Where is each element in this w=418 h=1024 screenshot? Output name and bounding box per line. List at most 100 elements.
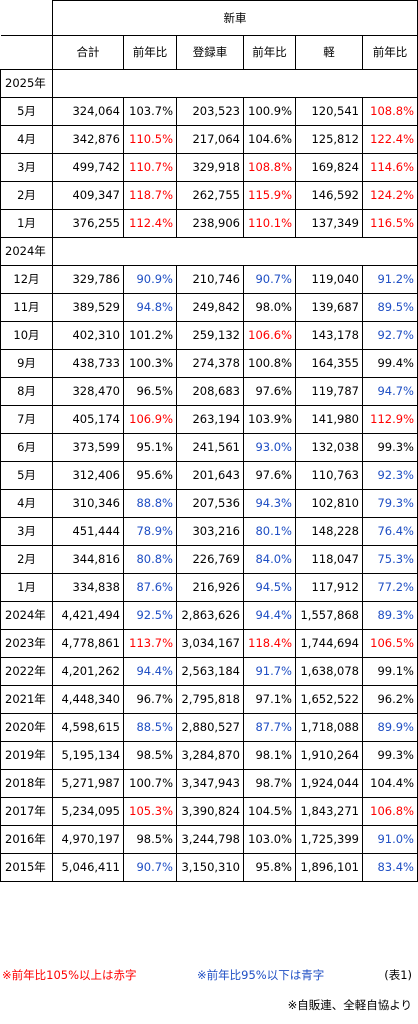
kei-value: 1,557,868 <box>295 601 363 630</box>
total-value: 4,421,494 <box>52 601 124 630</box>
kei-value: 1,744,694 <box>295 629 363 658</box>
kei-yoy: 77.2% <box>362 573 418 602</box>
col-header-registered: 登録車 <box>176 35 244 70</box>
registered-value: 274,378 <box>176 349 244 378</box>
total-yoy: 118.7% <box>123 181 177 210</box>
registered-yoy: 90.7% <box>243 265 296 294</box>
kei-value: 169,824 <box>295 153 363 182</box>
total-yoy: 80.8% <box>123 545 177 574</box>
registered-value: 207,536 <box>176 489 244 518</box>
table-row: 12月 329,786 90.9% 210,746 90.7% 119,040 91.2% <box>0 265 418 294</box>
table-row: 2020年 4,598,615 88.5% 2,880,527 87.7% 1,718,0… <box>0 713 418 742</box>
row-label: 3月 <box>0 153 53 182</box>
kei-yoy: 99.1% <box>362 657 418 686</box>
total-value: 409,347 <box>52 181 124 210</box>
table-row: 1月 334,838 87.6% 216,926 94.5% 117,912 77.2% <box>0 573 418 602</box>
total-value: 438,733 <box>52 349 124 378</box>
table-row: 2018年 5,271,987 100.7% 3,347,943 98.7% 1,924,… <box>0 769 418 798</box>
col-header-total: 合計 <box>52 35 124 70</box>
row-label: 5月 <box>0 97 53 126</box>
registered-yoy: 98.7% <box>243 769 296 798</box>
registered-value: 259,132 <box>176 321 244 350</box>
registered-value: 263,194 <box>176 405 244 434</box>
registered-yoy: 97.6% <box>243 377 296 406</box>
registered-value: 3,390,824 <box>176 797 244 826</box>
total-yoy: 87.6% <box>123 573 177 602</box>
table-row: 2019年 5,195,134 98.5% 3,284,870 98.1% 1,910,2… <box>0 741 418 770</box>
kei-yoy: 106.5% <box>362 629 418 658</box>
registered-value: 3,284,870 <box>176 741 244 770</box>
registered-yoy: 80.1% <box>243 517 296 546</box>
total-yoy: 94.4% <box>123 657 177 686</box>
total-value: 344,816 <box>52 545 124 574</box>
table-row: 2017年 5,234,095 105.3% 3,390,824 104.5% 1,843… <box>0 797 418 826</box>
kei-value: 143,178 <box>295 321 363 350</box>
registered-yoy: 91.7% <box>243 657 296 686</box>
row-label: 11月 <box>0 293 53 322</box>
registered-value: 217,064 <box>176 125 244 154</box>
kei-value: 1,652,522 <box>295 685 363 714</box>
registered-yoy: 100.8% <box>243 349 296 378</box>
kei-value: 102,810 <box>295 489 363 518</box>
registered-value: 238,906 <box>176 209 244 238</box>
total-yoy: 78.9% <box>123 517 177 546</box>
total-yoy: 106.9% <box>123 405 177 434</box>
kei-yoy: 114.6% <box>362 153 418 182</box>
row-label: 8月 <box>0 377 53 406</box>
kei-value: 141,980 <box>295 405 363 434</box>
total-value: 310,346 <box>52 489 124 518</box>
legend-red-note: ※前年比105%以上は赤字 <box>2 968 137 982</box>
registered-value: 241,561 <box>176 433 244 462</box>
kei-yoy: 104.4% <box>362 769 418 798</box>
row-label: 2018年 <box>0 769 53 798</box>
kei-value: 125,812 <box>295 125 363 154</box>
kei-yoy: 92.7% <box>362 321 418 350</box>
registered-value: 226,769 <box>176 545 244 574</box>
table-row: 2015年 5,046,411 90.7% 3,150,310 95.8% 1,896,1… <box>0 853 418 882</box>
total-value: 373,599 <box>52 433 124 462</box>
row-label: 3月 <box>0 517 53 546</box>
registered-yoy: 103.0% <box>243 825 296 854</box>
kei-value: 118,047 <box>295 545 363 574</box>
registered-yoy: 93.0% <box>243 433 296 462</box>
table-row: 2024年 4,421,494 92.5% 2,863,626 94.4% 1,557,8… <box>0 601 418 630</box>
kei-yoy: 89.3% <box>362 601 418 630</box>
total-value: 4,201,262 <box>52 657 124 686</box>
registered-yoy: 94.4% <box>243 601 296 630</box>
row-label: 4月 <box>0 489 53 518</box>
total-yoy: 110.7% <box>123 153 177 182</box>
total-yoy: 113.7% <box>123 629 177 658</box>
registered-value: 208,683 <box>176 377 244 406</box>
total-value: 4,778,861 <box>52 629 124 658</box>
row-label: 2019年 <box>0 741 53 770</box>
kei-yoy: 75.3% <box>362 545 418 574</box>
kei-yoy: 89.9% <box>362 713 418 742</box>
registered-yoy: 97.6% <box>243 461 296 490</box>
kei-value: 1,638,078 <box>295 657 363 686</box>
total-yoy: 88.5% <box>123 713 177 742</box>
total-yoy: 88.8% <box>123 489 177 518</box>
kei-yoy: 83.4% <box>362 853 418 882</box>
kei-yoy: 91.0% <box>362 825 418 854</box>
total-value: 389,529 <box>52 293 124 322</box>
registered-yoy: 103.9% <box>243 405 296 434</box>
table-row: 5月 324,064 103.7% 203,523 100.9% 120,541 108.8… <box>0 97 418 126</box>
total-yoy: 95.6% <box>123 461 177 490</box>
registered-yoy: 94.3% <box>243 489 296 518</box>
table-row: 2021年 4,448,340 96.7% 2,795,818 97.1% 1,652,5… <box>0 685 418 714</box>
registered-value: 3,244,798 <box>176 825 244 854</box>
total-value: 328,470 <box>52 377 124 406</box>
corner-cell-2 <box>0 35 53 70</box>
row-label: 5月 <box>0 461 53 490</box>
col-header-registered-yoy: 前年比 <box>243 35 296 70</box>
kei-value: 1,843,271 <box>295 797 363 826</box>
row-label: 9月 <box>0 349 53 378</box>
total-value: 5,234,095 <box>52 797 124 826</box>
kei-yoy: 124.2% <box>362 181 418 210</box>
registered-value: 201,643 <box>176 461 244 490</box>
kei-yoy: 79.3% <box>362 489 418 518</box>
kei-value: 119,787 <box>295 377 363 406</box>
kei-value: 148,228 <box>295 517 363 546</box>
registered-yoy: 97.1% <box>243 685 296 714</box>
kei-yoy: 94.7% <box>362 377 418 406</box>
